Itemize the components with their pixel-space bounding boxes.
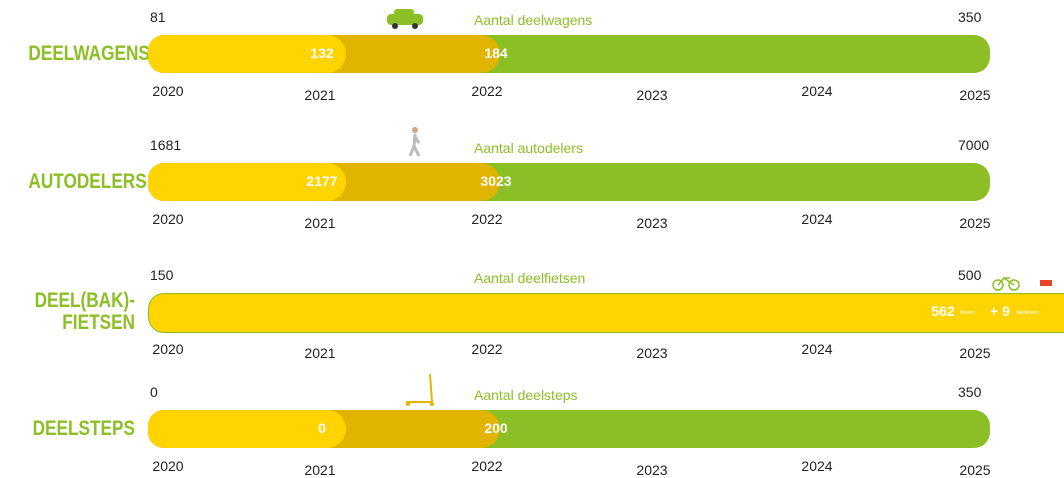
milestone-value: 2177 xyxy=(306,173,338,189)
year-label: 2020 xyxy=(152,341,184,357)
row-label: AUTODELERS xyxy=(28,170,147,193)
year-label: 2023 xyxy=(636,215,668,231)
milestone-value: 0 xyxy=(318,420,326,436)
row-label-line: FIETSEN xyxy=(62,311,135,334)
row-label-line: AUTODELERS xyxy=(28,170,147,193)
year-label: 2023 xyxy=(636,462,668,478)
milestone-value: 3023 xyxy=(480,173,512,189)
year-label: 2020 xyxy=(152,83,184,99)
year-label: 2024 xyxy=(801,211,833,227)
year-label: 2022 xyxy=(471,341,503,357)
segment-2021 xyxy=(148,163,346,201)
progress-bar xyxy=(148,293,1064,333)
year-label: 2020 xyxy=(152,211,184,227)
year-label: 2024 xyxy=(801,458,833,474)
segment-2021 xyxy=(148,35,346,73)
row-label: DEELSTEPS xyxy=(28,418,135,440)
year-label: 2025 xyxy=(959,462,991,478)
year-label: 2025 xyxy=(959,345,991,361)
row-label: DEELWAGENS xyxy=(28,42,150,65)
target-value: 350 xyxy=(958,384,982,400)
year-label: 2022 xyxy=(471,211,503,227)
year-label: 2021 xyxy=(304,215,336,231)
year-label: 2025 xyxy=(959,215,991,231)
year-label: 2024 xyxy=(801,341,833,357)
milestone-value: 562 xyxy=(931,303,955,319)
start-value: 81 xyxy=(150,9,166,25)
bike-icon xyxy=(992,276,1052,291)
progress-bar xyxy=(148,163,990,201)
milestone-value: + 9 xyxy=(990,303,1010,319)
milestone-value: 184 xyxy=(484,45,508,61)
car-icon xyxy=(387,9,423,29)
target-value: 7000 xyxy=(958,137,990,153)
milestone-note: fietsen xyxy=(960,310,975,316)
milestone-value: 200 xyxy=(484,420,508,436)
progress-bar xyxy=(148,410,990,448)
caption: Aantal deelfietsen xyxy=(474,270,586,286)
year-label: 2022 xyxy=(471,83,503,99)
start-value: 1681 xyxy=(150,137,182,153)
row-label: DEEL(BAK)- FIETSEN xyxy=(28,290,135,334)
step-icon xyxy=(406,373,434,406)
year-label: 2023 xyxy=(636,345,668,361)
year-label: 2020 xyxy=(152,458,184,474)
progress-bar xyxy=(148,35,990,73)
row-label-line: DEELWAGENS xyxy=(28,42,150,65)
year-label: 2023 xyxy=(636,87,668,103)
target-value: 500 xyxy=(958,267,982,283)
year-label: 2024 xyxy=(801,83,833,99)
year-label: 2021 xyxy=(304,462,336,478)
milestone-note: bakfietsen xyxy=(1016,310,1039,316)
caption: Aantal deelsteps xyxy=(474,387,578,403)
year-label: 2021 xyxy=(304,87,336,103)
start-value: 0 xyxy=(150,384,158,400)
year-label: 2021 xyxy=(304,345,336,361)
row-label-line: DEEL(BAK)- xyxy=(34,289,135,312)
row-label-line: DEELSTEPS xyxy=(32,417,135,440)
segment-2021 xyxy=(148,410,346,448)
caption: Aantal deelwagens xyxy=(474,12,593,28)
target-value: 350 xyxy=(958,9,982,25)
start-value: 150 xyxy=(150,267,174,283)
year-label: 2025 xyxy=(959,87,991,103)
caption: Aantal autodelers xyxy=(474,140,583,156)
year-label: 2022 xyxy=(471,458,503,474)
person-icon xyxy=(408,127,421,157)
milestone-value: 132 xyxy=(310,45,334,61)
